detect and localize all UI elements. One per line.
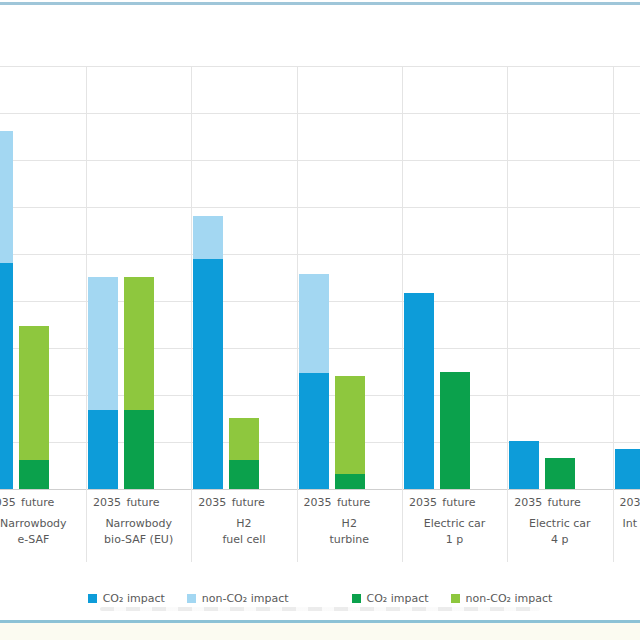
h-gridline xyxy=(0,66,640,67)
bar-segment-non-co2 xyxy=(299,274,329,373)
bar-segment-non-co2 xyxy=(193,216,223,259)
bar-segment-co2 xyxy=(440,372,470,489)
x-axis-line xyxy=(0,489,640,490)
legend-item: non-CO₂ impact xyxy=(187,592,289,605)
slide-chart-screenshot: 2035futureNarrowbodye-SAF2035futureNarro… xyxy=(0,0,640,640)
bar-segment-co2 xyxy=(335,474,365,489)
chart-legend: CO₂ impact non-CO₂ impact CO₂ impact non-CO… xyxy=(0,592,640,605)
group-separator-line xyxy=(297,66,298,562)
bar-segment-co2 xyxy=(545,458,575,489)
bar-segment-co2 xyxy=(229,460,259,489)
h-gridline xyxy=(0,113,640,114)
h-gridline xyxy=(0,207,640,208)
legend-swatch xyxy=(88,594,97,603)
bar-segment-co2 xyxy=(19,460,49,489)
bar-segment-co2 xyxy=(193,259,223,489)
legend-swatch xyxy=(451,594,460,603)
bar-segment-co2 xyxy=(509,441,539,489)
legend-item: CO₂ impact xyxy=(352,592,429,605)
category-label-line: Int xyxy=(623,517,640,530)
category-label-line: 4 p xyxy=(490,533,630,546)
h-gridline xyxy=(0,160,640,161)
bar-segment-non-co2 xyxy=(124,277,154,410)
bar-segment-co2 xyxy=(124,410,154,489)
h-gridline xyxy=(0,254,640,255)
bar-segment-co2 xyxy=(404,293,434,489)
legend-swatch xyxy=(352,594,361,603)
bar-segment-non-co2 xyxy=(88,277,118,410)
group-separator-line xyxy=(402,66,403,562)
legend-label: CO₂ impact xyxy=(103,592,165,605)
category-label-line: Electric car xyxy=(490,517,630,530)
group-separator-line xyxy=(507,66,508,562)
below-border-strip xyxy=(0,623,640,640)
bar-tick-label: 2035 xyxy=(584,496,640,509)
bar-segment-co2 xyxy=(615,449,640,489)
bar-segment-non-co2 xyxy=(0,131,13,263)
bar-segment-non-co2 xyxy=(335,376,365,474)
legend-label: non-CO₂ impact xyxy=(466,592,553,605)
bar-segment-co2 xyxy=(299,373,329,489)
bar-segment-non-co2 xyxy=(19,326,49,460)
legend-item: non-CO₂ impact xyxy=(451,592,553,605)
faint-footnote-remnant xyxy=(100,607,540,611)
bar-segment-co2 xyxy=(0,263,13,489)
legend-item: CO₂ impact xyxy=(88,592,165,605)
legend-label: non-CO₂ impact xyxy=(202,592,289,605)
group-separator-line xyxy=(86,66,87,562)
legend-swatch xyxy=(187,594,196,603)
group-separator-line xyxy=(191,66,192,562)
legend-label: CO₂ impact xyxy=(367,592,429,605)
group-separator-line xyxy=(613,66,614,562)
emissions-stacked-bar-chart: 2035futureNarrowbodye-SAF2035futureNarro… xyxy=(0,0,640,590)
bar-segment-non-co2 xyxy=(229,418,259,460)
bar-segment-co2 xyxy=(88,410,118,489)
